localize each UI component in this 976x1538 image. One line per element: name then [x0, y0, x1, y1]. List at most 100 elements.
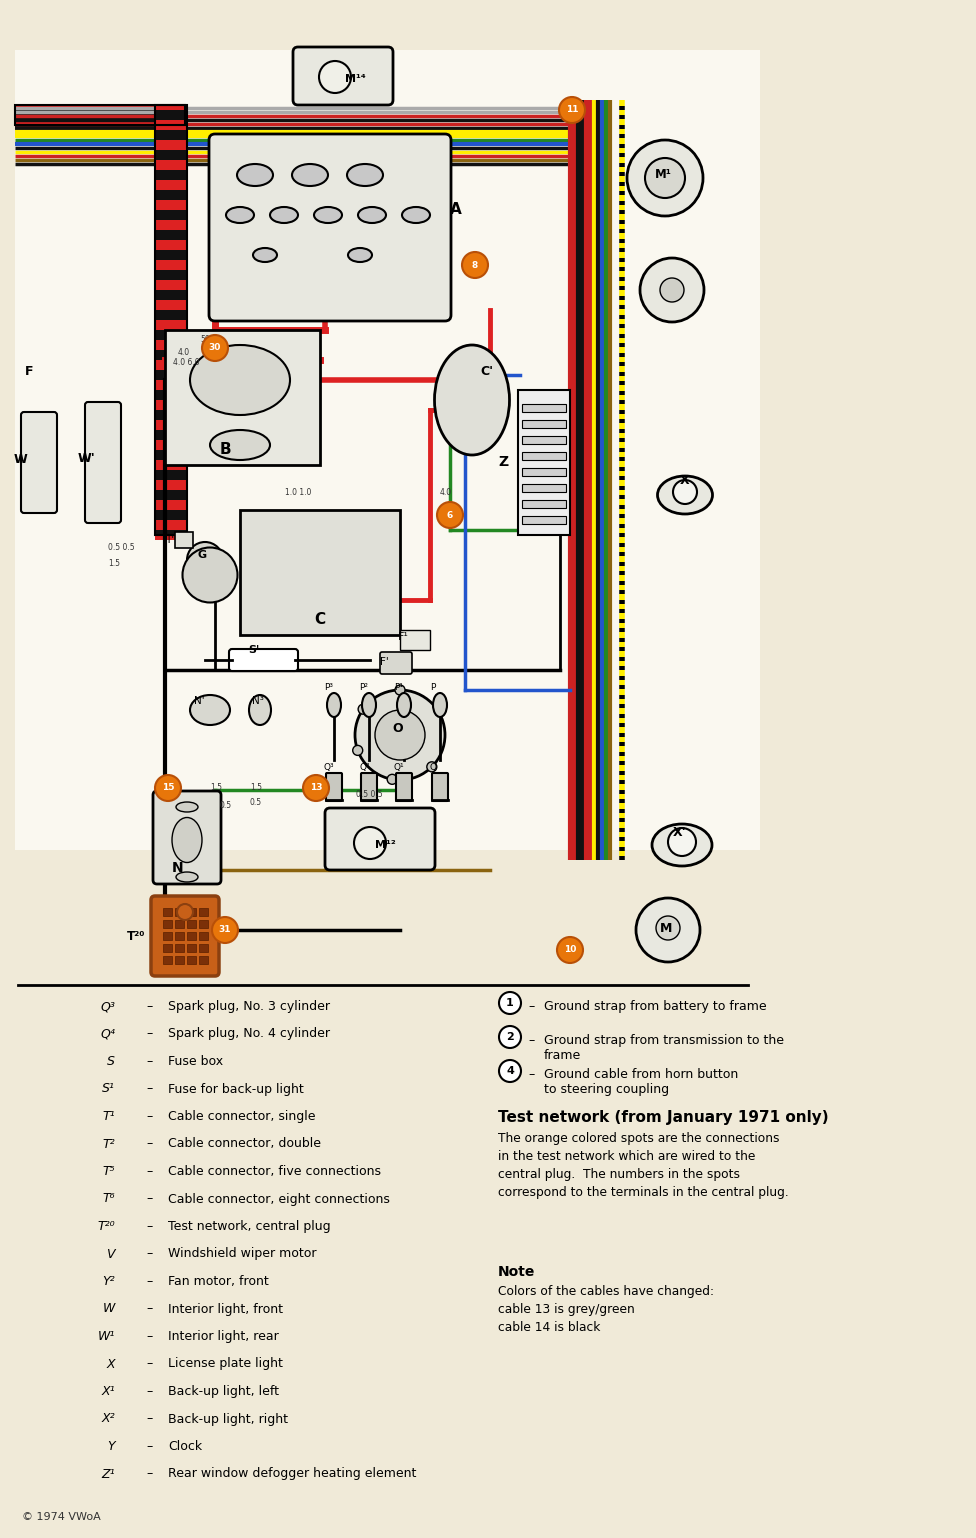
Text: –: –	[146, 1330, 153, 1343]
Bar	[163, 957, 172, 964]
Ellipse shape	[190, 345, 290, 415]
Text: P¹: P¹	[394, 683, 403, 692]
Bar	[155, 195, 187, 200]
Text: T²⁰: T²⁰	[127, 929, 145, 943]
Text: Test network (from January 1971 only): Test network (from January 1971 only)	[498, 1110, 829, 1124]
Text: Interior light, front: Interior light, front	[168, 1303, 283, 1315]
Text: S¹: S¹	[102, 1083, 115, 1095]
Text: N: N	[172, 861, 183, 875]
Bar	[155, 131, 187, 135]
Bar	[199, 957, 208, 964]
Ellipse shape	[314, 208, 342, 223]
Text: T⁵: T⁵	[102, 1164, 115, 1178]
Circle shape	[627, 140, 703, 215]
Ellipse shape	[658, 475, 712, 514]
Circle shape	[187, 541, 223, 578]
Text: Cable connector, single: Cable connector, single	[168, 1110, 315, 1123]
Bar	[155, 365, 187, 371]
Text: 1: 1	[507, 998, 514, 1007]
Bar	[155, 120, 187, 125]
Text: 2: 2	[507, 1032, 514, 1043]
Circle shape	[462, 252, 488, 278]
Text: © 1974 VWoA: © 1974 VWoA	[22, 1512, 101, 1523]
Bar	[155, 185, 187, 191]
Circle shape	[375, 711, 425, 760]
Ellipse shape	[652, 824, 712, 866]
Bar	[155, 211, 187, 215]
Circle shape	[559, 97, 585, 123]
Text: Spark plug, No. 3 cylinder: Spark plug, No. 3 cylinder	[168, 1000, 330, 1014]
Text: –: –	[146, 1275, 153, 1287]
Bar	[522, 484, 566, 492]
Text: Back-up light, right: Back-up light, right	[168, 1412, 288, 1426]
FancyBboxPatch shape	[293, 48, 393, 105]
Text: Test network, central plug: Test network, central plug	[168, 1220, 331, 1233]
Ellipse shape	[253, 248, 277, 261]
Bar	[155, 265, 187, 271]
Text: X: X	[680, 475, 690, 488]
FancyBboxPatch shape	[151, 897, 219, 977]
Bar	[155, 475, 187, 480]
Text: 1.5: 1.5	[108, 558, 120, 568]
Bar	[155, 404, 187, 411]
Bar	[155, 271, 187, 275]
Text: M¹²: M¹²	[375, 840, 395, 851]
Text: 31: 31	[219, 926, 231, 935]
Bar	[163, 907, 172, 917]
Ellipse shape	[172, 818, 202, 863]
Bar	[155, 515, 187, 520]
Bar	[155, 371, 187, 375]
Text: T¹: T¹	[102, 1110, 115, 1123]
Ellipse shape	[433, 694, 447, 717]
Text: –: –	[146, 1138, 153, 1150]
Text: S: S	[107, 1055, 115, 1067]
Text: Q⁴: Q⁴	[101, 1027, 115, 1041]
Text: M¹⁴: M¹⁴	[345, 74, 366, 85]
Bar	[155, 311, 187, 315]
Text: W': W'	[78, 452, 96, 464]
Bar	[155, 240, 187, 245]
Text: –: –	[146, 1000, 153, 1014]
Text: Y: Y	[107, 1440, 115, 1453]
Text: Fuse box: Fuse box	[168, 1055, 224, 1067]
Bar	[155, 135, 187, 140]
Circle shape	[352, 746, 363, 755]
Circle shape	[212, 917, 238, 943]
Bar	[400, 631, 430, 651]
Bar	[163, 932, 172, 940]
Text: F': F'	[380, 657, 388, 667]
Text: 0.5: 0.5	[220, 801, 232, 811]
Ellipse shape	[358, 208, 386, 223]
Bar	[518, 391, 570, 535]
Bar	[175, 907, 184, 917]
Text: Rear window defogger heating element: Rear window defogger heating element	[168, 1467, 417, 1481]
Circle shape	[202, 335, 228, 361]
Bar	[155, 511, 187, 515]
Circle shape	[645, 158, 685, 198]
Text: –: –	[146, 1303, 153, 1315]
Text: –: –	[146, 1164, 153, 1178]
Text: T': T'	[165, 535, 174, 544]
Bar	[155, 424, 187, 431]
Bar	[522, 404, 566, 412]
Text: 30: 30	[209, 343, 222, 352]
Text: Ground cable from horn button
to steering coupling: Ground cable from horn button to steerin…	[544, 1067, 738, 1097]
Circle shape	[177, 904, 193, 920]
Text: 4.0: 4.0	[178, 348, 190, 357]
Circle shape	[387, 774, 397, 784]
Text: Colors of the cables have changed:
cable 13 is grey/green
cable 14 is black: Colors of the cables have changed: cable…	[498, 1286, 714, 1333]
Text: V: V	[106, 1247, 115, 1261]
Text: T²⁰: T²⁰	[98, 1220, 115, 1233]
Text: P: P	[430, 683, 435, 692]
Ellipse shape	[237, 165, 273, 186]
Text: 15: 15	[162, 783, 175, 792]
Text: Cable connector, double: Cable connector, double	[168, 1138, 321, 1150]
Ellipse shape	[210, 431, 270, 460]
Text: Fan motor, front: Fan motor, front	[168, 1275, 268, 1287]
Circle shape	[319, 62, 351, 92]
Bar	[199, 920, 208, 927]
Bar	[155, 420, 187, 424]
Circle shape	[303, 775, 329, 801]
Text: M¹: M¹	[655, 169, 671, 181]
Text: –: –	[528, 1000, 534, 1014]
